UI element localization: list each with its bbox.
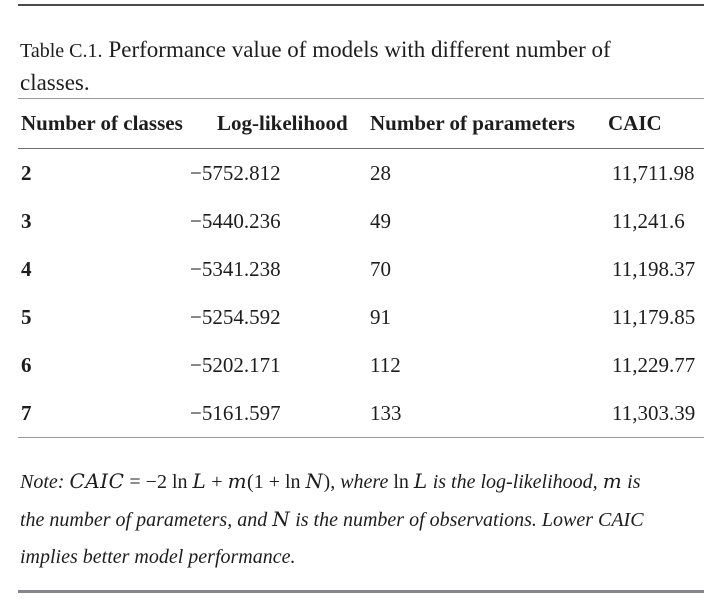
table-cell: 133 (370, 400, 402, 425)
table-cell: 49 (370, 208, 391, 233)
table-cell: 11,241.6 (612, 208, 685, 233)
note-line: the number of parameters, and N is the n… (20, 501, 710, 539)
table-cell: 2 (21, 160, 32, 185)
table-header-row: Number of classes Log-likelihood Number of… (18, 98, 704, 149)
table-caption-text: Performance value of models with differe… (108, 37, 611, 62)
table-cell: 7 (21, 400, 32, 425)
caption-line-1: Table C.1. Performance value of models wi… (20, 37, 611, 62)
table-row: 7 −5161.597 133 11,303.39 (18, 389, 704, 437)
table-cell: 112 (370, 352, 401, 377)
note-segment: = −2 ln (124, 471, 193, 493)
table-cell: −5254.592 (190, 304, 281, 329)
note-segment: N (272, 507, 291, 531)
caption-line-2: classes. (20, 70, 90, 95)
note-segment: is (622, 471, 641, 493)
note-segment: N (305, 469, 324, 493)
table-cell: 11,198.37 (612, 256, 696, 281)
table-cell: 6 (21, 352, 32, 377)
table-row: 4 −5341.238 70 11,198.37 (18, 245, 704, 293)
note-segment: is the log-likelihood, (427, 471, 603, 493)
table-cell: 91 (370, 304, 391, 329)
table-cell: −5440.236 (190, 208, 281, 233)
column-header: CAIC (608, 111, 662, 135)
column-header: Number of parameters (370, 111, 575, 135)
note-line: implies better model performance. (20, 539, 710, 576)
note-segment: L (413, 469, 428, 493)
bottom-rule (18, 590, 704, 593)
top-rule (18, 4, 704, 6)
note-segment: implies better model performance. (20, 546, 296, 568)
table-cell: 11,303.39 (612, 400, 696, 425)
note-segment: m (602, 469, 623, 493)
table-cell: 11,229.77 (612, 352, 696, 377)
table-cell: −5161.597 (190, 400, 281, 425)
note-segment: where (340, 471, 394, 493)
table-cell: 3 (21, 208, 32, 233)
note-line: Note: CAIC = −2 ln L + m(1 + ln N), wher… (20, 463, 710, 501)
note-segment: m (227, 469, 248, 493)
table-cell: 11,179.85 (612, 304, 696, 329)
note-segment: ), (323, 471, 341, 493)
note-segment: Note: (20, 471, 70, 493)
table-cell: 4 (21, 256, 32, 281)
table-row: 2 −5752.812 28 11,711.98 (18, 149, 704, 197)
note-segment: the number of parameters, and (20, 509, 273, 531)
table-cell: 11,711.98 (612, 160, 695, 185)
data-table: Number of classes Log-likelihood Number of… (18, 98, 704, 438)
column-header: Log-likelihood (217, 111, 348, 135)
note-segment: + (206, 471, 228, 493)
table-cell: −5202.171 (190, 352, 281, 377)
note-segment: CAIC (69, 469, 125, 493)
table-caption: Table C.1. Performance value of models wi… (20, 34, 710, 98)
note-segment: is the number of observations. Lower CAI… (290, 509, 644, 531)
table-caption-label: Table C.1. (20, 40, 103, 62)
table-cell: 28 (370, 160, 391, 185)
table-note: Note: CAIC = −2 ln L + m(1 + ln N), wher… (20, 463, 710, 576)
table-cell: −5341.238 (190, 256, 281, 281)
column-header: Number of classes (21, 111, 183, 135)
table-body: 2 −5752.812 28 11,711.98 3 −5440.236 49 11,241.… (18, 149, 704, 438)
table-row: 6 −5202.171 112 11,229.77 (18, 341, 704, 389)
table-row: 3 −5440.236 49 11,241.6 (18, 197, 704, 245)
note-segment: ln (393, 471, 414, 493)
table-cell: 5 (21, 304, 32, 329)
table-cell: 70 (370, 256, 391, 281)
note-segment: (1 + ln (247, 471, 306, 493)
table-row: 5 −5254.592 91 11,179.85 (18, 293, 704, 341)
table-cell: −5752.812 (190, 160, 281, 185)
note-segment: L (192, 469, 207, 493)
